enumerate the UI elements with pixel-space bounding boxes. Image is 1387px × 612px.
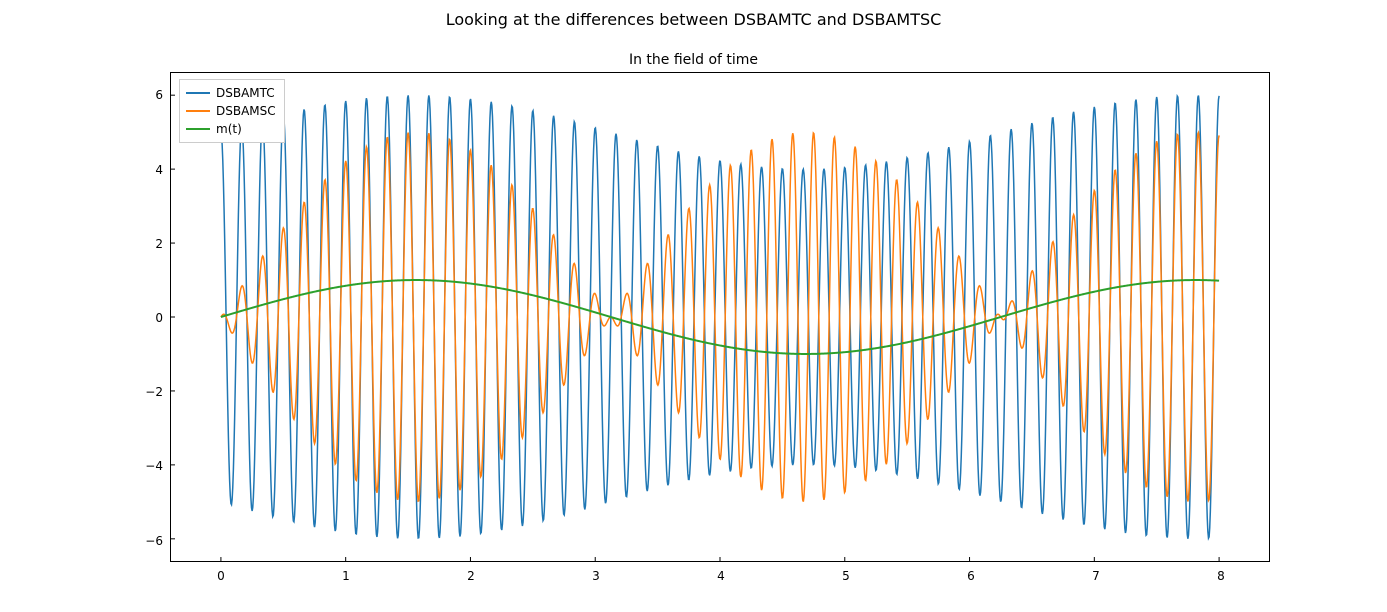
- axes-title: In the field of time: [0, 52, 1387, 68]
- legend-swatch-dsbamtc: [186, 92, 210, 94]
- legend-item-dsbamtc: DSBAMTC: [186, 84, 276, 102]
- xtick-label: 2: [467, 569, 475, 583]
- ytick-label: 4: [155, 163, 163, 177]
- xtick-label: 7: [1092, 569, 1100, 583]
- legend-item-mt: m(t): [186, 120, 276, 138]
- plot-svg: [171, 73, 1269, 561]
- xtick-label: 8: [1217, 569, 1225, 583]
- legend-label-dsbamsc: DSBAMSC: [216, 104, 276, 118]
- ytick-label: 2: [155, 237, 163, 251]
- ytick-label: 0: [155, 311, 163, 325]
- figure-suptitle: Looking at the differences between DSBAM…: [0, 10, 1387, 29]
- xtick-label: 4: [717, 569, 725, 583]
- ytick-label: 6: [155, 88, 163, 102]
- legend: DSBAMTC DSBAMSC m(t): [179, 79, 285, 143]
- xtick-label: 3: [592, 569, 600, 583]
- xtick-label: 0: [217, 569, 225, 583]
- legend-label-dsbamtc: DSBAMTC: [216, 86, 275, 100]
- plot-axes: DSBAMTC DSBAMSC m(t) 012345678 −6−4−2024…: [170, 72, 1270, 562]
- xtick-label: 6: [967, 569, 975, 583]
- series-dsbamtc: [221, 95, 1219, 538]
- figure: Looking at the differences between DSBAM…: [0, 0, 1387, 612]
- legend-label-mt: m(t): [216, 122, 242, 136]
- series-dsbamsc: [221, 133, 1219, 502]
- ytick-label: −2: [145, 385, 163, 399]
- legend-swatch-dsbamsc: [186, 110, 210, 112]
- xtick-label: 5: [842, 569, 850, 583]
- xtick-label: 1: [342, 569, 350, 583]
- legend-item-dsbamsc: DSBAMSC: [186, 102, 276, 120]
- ytick-label: −4: [145, 459, 163, 473]
- ytick-label: −6: [145, 534, 163, 548]
- legend-swatch-mt: [186, 128, 210, 130]
